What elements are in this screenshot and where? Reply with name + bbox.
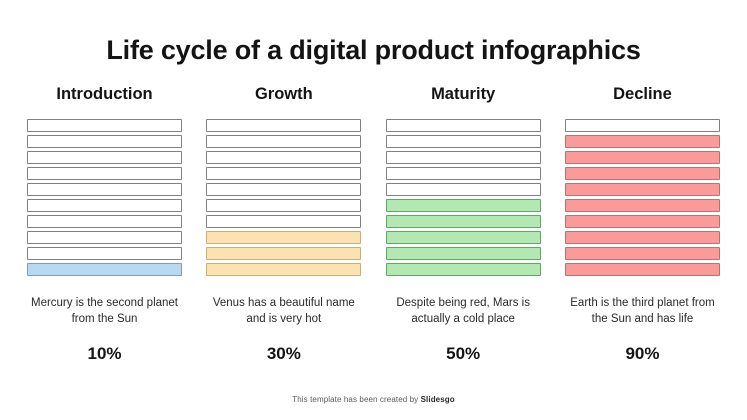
stage-header-decline: Decline [613, 85, 672, 103]
stage-percent-introduction: 10% [87, 344, 122, 364]
bar-stack-introduction [27, 118, 182, 276]
bar-segment-empty [206, 166, 362, 180]
bar-segment-filled [206, 230, 362, 244]
bar-segment-empty [385, 182, 541, 196]
bar-segment-filled [385, 230, 541, 244]
bar-segment-filled [564, 150, 720, 164]
bar-segment-empty [385, 134, 541, 148]
bar-segment-empty [206, 150, 362, 164]
page-title: Life cycle of a digital product infograp… [106, 35, 641, 65]
bar-segment-empty [27, 214, 182, 228]
bar-segment-filled [385, 214, 541, 228]
bar-segment-empty [27, 182, 182, 196]
stage-percent-decline: 90% [625, 344, 660, 364]
bar-stack-maturity [385, 118, 541, 276]
stage-description-growth: Venus has a beautiful name and is very h… [212, 296, 355, 326]
bar-segment-empty [27, 230, 182, 244]
bar-segment-empty [564, 118, 720, 132]
bar-segment-filled [206, 246, 362, 260]
bar-segment-empty [27, 166, 182, 180]
stage-column-maturity: Maturity Despite being red, Mars is actu… [385, 85, 541, 364]
stage-header-growth: Growth [254, 85, 313, 103]
stage-column-growth: Growth Venus has a beautiful name and is… [206, 85, 362, 364]
bar-segment-filled [27, 262, 182, 276]
bar-stack-growth [206, 118, 362, 276]
stage-description-maturity: Despite being red, Mars is actually a co… [396, 296, 530, 326]
bar-segment-filled [385, 246, 541, 260]
bar-segment-filled [564, 214, 720, 228]
bar-segment-empty [206, 214, 362, 228]
bar-segment-empty [27, 150, 182, 164]
footer-credit-text: This template has been created by [292, 395, 421, 404]
bar-segment-empty [27, 134, 182, 148]
bar-segment-empty [27, 118, 182, 132]
bar-stack-decline [564, 118, 720, 276]
bar-segment-filled [385, 198, 541, 212]
footer-credit: This template has been created by Slides… [0, 395, 747, 404]
stage-column-introduction: Introduction Mercury is the second plane… [27, 85, 182, 364]
bar-segment-empty [385, 150, 541, 164]
bar-segment-filled [564, 198, 720, 212]
stage-description-decline: Earth is the third planet from the Sun a… [570, 296, 715, 326]
bar-segment-empty [206, 182, 362, 196]
bar-segment-empty [27, 246, 182, 260]
bar-segment-filled [564, 230, 720, 244]
bar-segment-filled [564, 166, 720, 180]
bar-segment-filled [206, 262, 362, 276]
stage-column-decline: Decline Earth is the third planet from t… [564, 85, 720, 364]
bar-segment-empty [206, 198, 362, 212]
stage-columns: Introduction Mercury is the second plane… [27, 85, 720, 364]
bar-segment-filled [564, 182, 720, 196]
bar-segment-empty [206, 118, 362, 132]
bar-segment-empty [27, 198, 182, 212]
stage-percent-maturity: 50% [446, 344, 481, 364]
stage-header-maturity: Maturity [431, 85, 496, 103]
bar-segment-empty [385, 118, 541, 132]
stage-percent-growth: 30% [266, 344, 301, 364]
stage-header-introduction: Introduction [56, 85, 153, 103]
bar-segment-filled [564, 134, 720, 148]
bar-segment-empty [206, 134, 362, 148]
bar-segment-empty [385, 166, 541, 180]
footer-brand-name: Slidesgo [420, 395, 455, 404]
stage-description-introduction: Mercury is the second planet from the Su… [30, 296, 179, 326]
bar-segment-filled [564, 246, 720, 260]
bar-segment-filled [564, 262, 720, 276]
bar-segment-filled [385, 262, 541, 276]
